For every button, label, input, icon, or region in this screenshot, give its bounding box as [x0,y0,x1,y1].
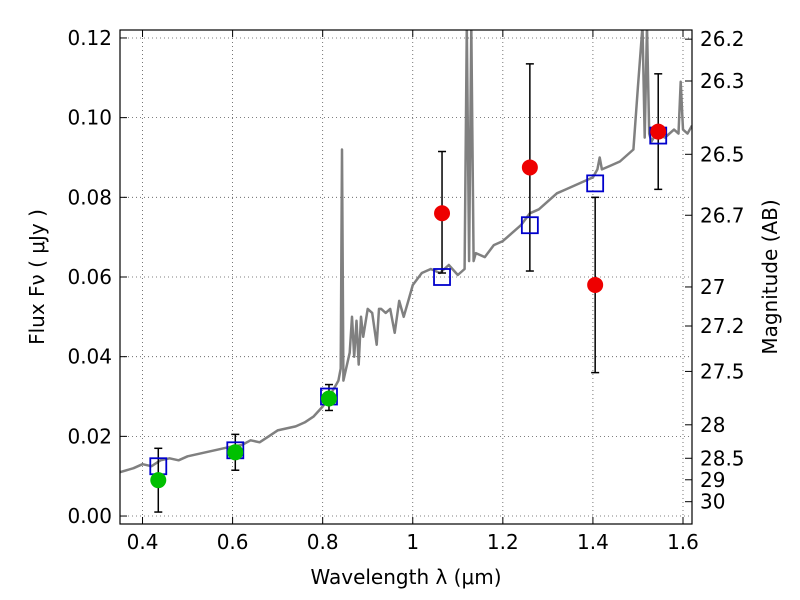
right-tick-label: 30 [700,490,725,514]
right-tick-label: 28.5 [700,446,745,470]
photometry-point [650,123,667,140]
x-tick-label: 0.6 [217,530,249,554]
x-tick-label: 1.2 [487,530,519,554]
data-layer [120,30,692,513]
photometry-point [587,276,604,293]
y-tick-label: 0.12 [67,26,112,50]
photometry-point [521,159,538,176]
model-photometry-square [586,174,605,193]
y-tick-label: 0.04 [67,345,112,369]
right-tick-label: 27 [700,275,725,299]
right-tick-label: 29 [700,468,725,492]
right-axis-label: Magnitude (AB) [758,199,782,354]
y-tick-label: 0.02 [67,424,112,448]
right-tick-label: 26.5 [700,142,745,166]
x-tick-label: 1.4 [577,530,609,554]
photometry-point [150,472,167,489]
y-tick-label: 0.00 [67,504,112,528]
x-tick-label: 0.8 [307,530,339,554]
right-tick-label: 28 [700,413,725,437]
photometry-point [227,444,244,461]
photometry-point [320,390,337,407]
y-tick-label: 0.10 [67,106,112,130]
y-tick-label: 0.06 [67,265,112,289]
x-axis-label: Wavelength λ (μm) [310,565,501,589]
x-tick-label: 1 [406,530,419,554]
model-photometry-square [433,268,451,286]
right-tick-label: 26.3 [700,69,745,93]
right-tick-label: 27.5 [700,359,745,383]
right-tick-label: 26.2 [700,27,745,51]
y-axis-label: Flux Fν ( μJy ) [25,209,49,345]
x-tick-label: 1.6 [667,530,699,554]
y-tick-label: 0.08 [67,185,112,209]
model-photometry-square [520,216,539,235]
photometry-point [434,205,451,222]
axis-ticks: 0.4 0.6 0.8 1 1.2 1.4 1.6 0.00 0.02 0.04 0.06 0.08 0… [67,26,744,554]
sed-model-line [120,30,692,474]
right-tick-label: 26.7 [700,203,745,227]
x-tick-label: 0.4 [127,530,159,554]
right-tick-label: 27.2 [700,314,745,338]
